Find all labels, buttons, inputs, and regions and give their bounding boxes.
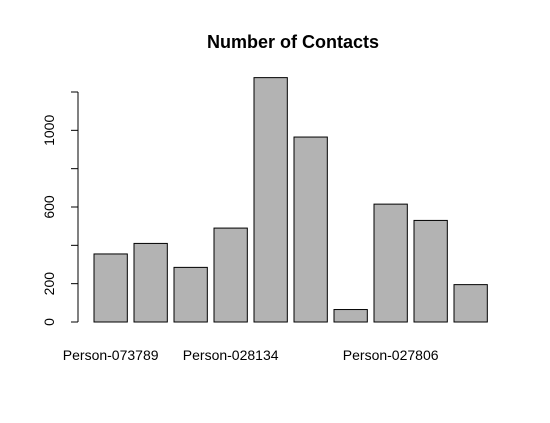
bar (333, 309, 368, 323)
bar (293, 136, 328, 323)
y-tick-label: 600 (41, 195, 57, 219)
bar (253, 77, 288, 323)
bar (133, 242, 168, 323)
bar (213, 227, 248, 323)
x-axis-labels: Person-073789 Person-028134 Person-027806 (63, 347, 439, 363)
bar (413, 219, 448, 323)
bar (373, 203, 408, 323)
bar (93, 253, 128, 323)
y-tick-label: 0 (41, 318, 57, 326)
y-tick-label: 200 (41, 272, 57, 296)
x-tick-label: Person-027806 (343, 347, 439, 363)
chart-title: Number of Contacts (207, 32, 379, 52)
x-tick-label: Person-028134 (183, 347, 279, 363)
bar (173, 266, 208, 323)
x-tick-label: Person-073789 (63, 347, 159, 363)
bar (453, 284, 488, 323)
y-tick-label: 1000 (41, 115, 57, 146)
y-axis: 0 200 600 1000 (41, 91, 79, 326)
bars-group (93, 77, 488, 323)
